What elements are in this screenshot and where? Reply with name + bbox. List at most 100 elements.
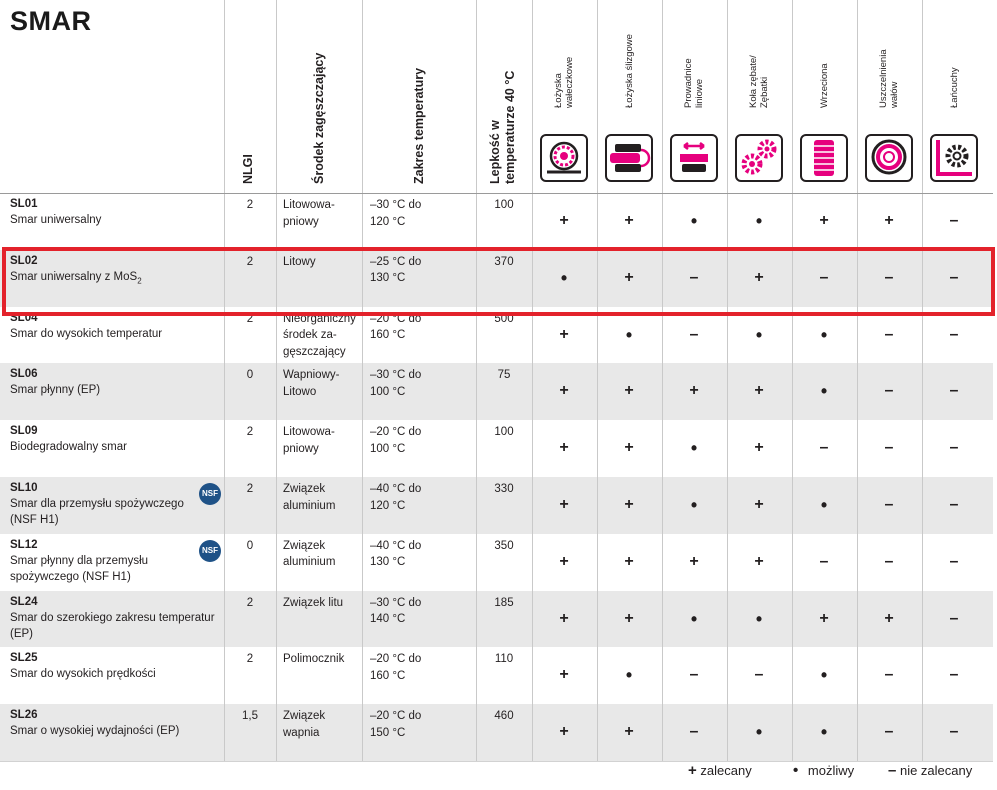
suitability-mark: – xyxy=(884,666,894,684)
temperature-line: –40 °C do xyxy=(370,539,422,552)
suitability-mark: + xyxy=(624,382,634,400)
thickener-value: Związek aluminium xyxy=(283,481,335,514)
product-code: SL01 xyxy=(10,198,38,210)
suitability-mark: + xyxy=(624,723,634,741)
suitability-mark: – xyxy=(689,666,699,684)
application-label: Łożyska ślizgowe xyxy=(624,34,635,108)
plain-bearing-icon xyxy=(605,134,653,182)
temperature-line: 130 °C xyxy=(370,272,406,285)
suitability-mark: • xyxy=(625,324,633,345)
nlgi-value: 2 xyxy=(246,653,254,666)
product-name-line2: spożywczego (NSF H1) xyxy=(10,570,131,583)
suitability-mark: – xyxy=(884,552,894,570)
product-name: Smar uniwersalny z MoS2 xyxy=(10,269,142,289)
product-name: Smar dla przemysłu spożywczego (NSF H1) xyxy=(10,496,184,528)
table-bottom-line xyxy=(0,761,993,762)
thickener-line: Związek xyxy=(283,539,326,552)
table-row: SL12 Smar płynny dla przemysłu spożywczego… xyxy=(0,534,993,591)
column-divider xyxy=(857,0,858,761)
suitability-mark: • xyxy=(690,211,698,231)
suitability-mark: • xyxy=(755,608,763,629)
thickener-value: Litowowa-pniowy xyxy=(283,424,335,457)
suitability-mark: + xyxy=(689,382,699,400)
thickener-line: aluminium xyxy=(283,556,336,569)
table-row: SL01 Smar uniwersalny 2 Litowowa-pniowy –30 … xyxy=(0,193,993,250)
suitability-mark: + xyxy=(689,552,699,570)
thickener-value: Związek litu xyxy=(283,595,343,612)
suitability-mark: – xyxy=(884,723,894,741)
product-name-text: Smar dla przemysłu spożywczego xyxy=(10,498,184,510)
temperature-line: –25 °C do xyxy=(370,255,422,268)
suitability-mark: – xyxy=(884,268,894,286)
thickener-line: pniowy xyxy=(283,442,319,455)
temperature-line: –20 °C do xyxy=(370,653,422,666)
product-name: Smar uniwersalny xyxy=(10,212,101,228)
legend-recommended: + zalecany xyxy=(688,762,752,779)
thickener-value: Litowowa-pniowy xyxy=(283,197,335,230)
thickener-line: pniowy xyxy=(283,215,319,228)
column-divider xyxy=(662,0,663,761)
product-code: SL26 xyxy=(10,709,38,722)
suitability-mark: – xyxy=(949,666,959,684)
suitability-mark: – xyxy=(689,325,699,343)
suitability-mark: – xyxy=(949,496,959,513)
suitability-mark: + xyxy=(624,268,634,286)
product-code: SL06 xyxy=(10,368,38,381)
temperature-line: –30 °C do xyxy=(370,596,422,609)
table-row: SL25 Smar do wysokich prędkości 2 Polimoczn… xyxy=(0,647,993,704)
suitability-mark: – xyxy=(949,325,959,343)
product-name-text: Smar do wysokich prędkości xyxy=(10,668,156,681)
suitability-mark: • xyxy=(560,267,568,288)
suitability-mark: – xyxy=(949,268,959,286)
header-temperature-range: Zakres temperatury xyxy=(412,67,426,184)
shaft-seal-icon xyxy=(865,134,913,182)
thickener-value: Wapniowy- Litowo xyxy=(283,367,339,400)
suitability-mark: • xyxy=(820,722,828,743)
thickener-line: gęszczający xyxy=(283,345,346,358)
suitability-mark: • xyxy=(820,495,828,515)
product-name: Smar do szerokiego zakresu temperatur (EP… xyxy=(10,610,215,642)
thickener-line: Litowo xyxy=(283,385,317,398)
header-thickener: Środek zagęszczający xyxy=(312,52,326,184)
suitability-mark: • xyxy=(690,495,698,515)
product-code: SL25 xyxy=(10,652,38,665)
temperature-line: –40 °C do xyxy=(370,483,422,495)
thickener-line: Związek xyxy=(283,483,326,495)
suitability-mark: + xyxy=(624,496,634,513)
temperature-range: –20 °C do 100 °C xyxy=(370,424,421,457)
selected-row-highlight xyxy=(2,247,995,316)
suitability-mark: + xyxy=(754,496,764,513)
row-stripe xyxy=(0,363,993,421)
header-viscosity: Lepkość w xyxy=(488,120,502,184)
temperature-line: –20 °C do xyxy=(370,710,422,723)
product-name-text: Smar o wysokiej wydajności (EP) xyxy=(10,725,180,738)
thickener-line: Litowowa- xyxy=(283,426,335,439)
application-label-line2: liniowe xyxy=(694,78,705,108)
product-name-text: Biodegradowalny smar xyxy=(10,441,127,454)
table-row: SL10 Smar dla przemysłu spożywczego (NSF H… xyxy=(0,477,993,534)
temperature-line: 120 °C xyxy=(370,215,406,228)
temperature-range: –40 °C do 130 °C xyxy=(370,538,421,571)
temperature-range: –30 °C do 120 °C xyxy=(370,197,421,230)
suitability-mark: • xyxy=(820,665,828,686)
table-row: SL09 Biodegradowalny smar 2 Litowowa-pniowy… xyxy=(0,420,993,477)
thickener-line: Związek xyxy=(283,710,326,723)
product-name-line2: (EP) xyxy=(10,627,33,640)
suitability-mark: – xyxy=(949,439,959,457)
suitability-mark: – xyxy=(949,212,959,229)
column-divider xyxy=(792,0,793,761)
product-name: Smar do wysokich temperatur xyxy=(10,326,162,342)
suitability-mark: + xyxy=(754,552,764,570)
header-divider xyxy=(0,193,993,194)
temperature-range: –20 °C do 150 °C xyxy=(370,708,421,741)
suitability-mark: + xyxy=(624,212,634,229)
viscosity-value: 350 xyxy=(494,539,514,552)
product-name-text: Smar płynny dla przemysłu xyxy=(10,554,149,567)
product-code: SL12 xyxy=(10,538,38,551)
legend-possible: • możliwy xyxy=(793,762,855,779)
suitability-mark: + xyxy=(559,723,569,741)
thickener-value: Nieorganiczny środek za-gęszczający xyxy=(283,311,356,361)
table-row: SL24 Smar do szerokiego zakresu temperatu… xyxy=(0,591,993,648)
lubricant-table: SMAR NLGI Środek zagęszczający Zakres temp… xyxy=(0,0,995,762)
thickener-value: Związek aluminium xyxy=(283,538,335,571)
